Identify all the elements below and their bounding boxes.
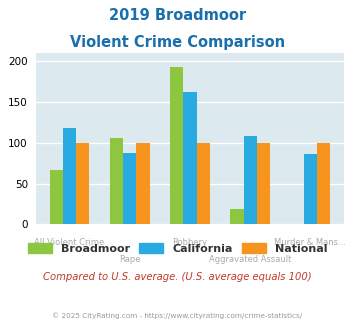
Bar — [230, 209, 244, 224]
Legend: Broadmoor, California, National: Broadmoor, California, National — [23, 238, 332, 258]
Text: Rape: Rape — [119, 255, 141, 264]
Text: © 2025 CityRating.com - https://www.cityrating.com/crime-statistics/: © 2025 CityRating.com - https://www.city… — [53, 312, 302, 318]
Text: Robbery: Robbery — [173, 238, 207, 247]
Bar — [123, 153, 136, 224]
Bar — [50, 170, 63, 224]
Bar — [170, 67, 183, 224]
Bar — [63, 128, 76, 224]
Bar — [76, 143, 89, 224]
Text: Aggravated Assault: Aggravated Assault — [209, 255, 291, 264]
Bar — [317, 143, 330, 224]
Text: Violent Crime Comparison: Violent Crime Comparison — [70, 35, 285, 50]
Bar — [244, 136, 257, 224]
Bar — [197, 143, 210, 224]
Bar — [304, 154, 317, 224]
Text: All Violent Crime: All Violent Crime — [34, 238, 104, 247]
Text: 2019 Broadmoor: 2019 Broadmoor — [109, 8, 246, 23]
Bar — [136, 143, 149, 224]
Bar — [183, 92, 197, 224]
Text: Murder & Mans...: Murder & Mans... — [274, 238, 346, 247]
Bar — [257, 143, 270, 224]
Bar — [110, 138, 123, 224]
Text: Compared to U.S. average. (U.S. average equals 100): Compared to U.S. average. (U.S. average … — [43, 272, 312, 282]
